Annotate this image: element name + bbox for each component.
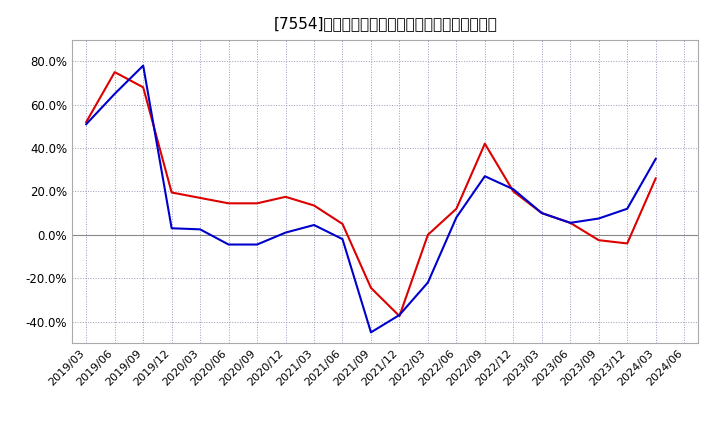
Title: [7554]　有利子負債キャッシュフロー比率の推移: [7554] 有利子負債キャッシュフロー比率の推移 (274, 16, 497, 32)
Legend: 有利子負債営業CF比率, 有利子負債フリーCF比率: 有利子負債営業CF比率, 有利子負債フリーCF比率 (236, 434, 534, 440)
